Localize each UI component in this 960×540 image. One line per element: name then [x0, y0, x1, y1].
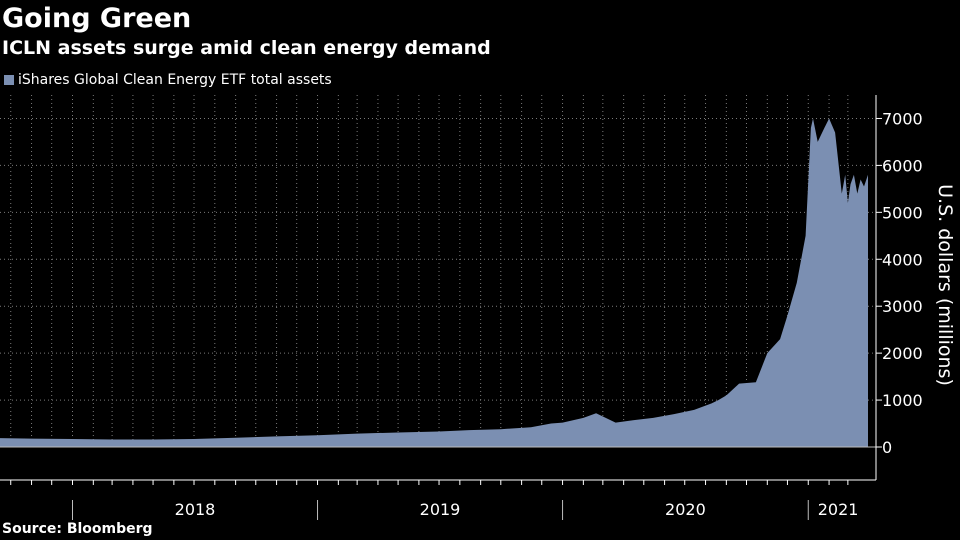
x-year-label: 2019: [420, 500, 461, 519]
y-tick-label: 2000: [882, 344, 923, 363]
y-axis-title: U.S. dollars (millions): [934, 184, 956, 386]
legend-label: iShares Global Clean Energy ETF total as…: [18, 72, 332, 88]
y-tick-label: 4000: [882, 250, 923, 269]
legend: iShares Global Clean Energy ETF total as…: [4, 72, 332, 88]
y-tick-label: 5000: [882, 203, 923, 222]
source-note: Source: Bloomberg: [2, 521, 153, 537]
chart-title: Going Green: [2, 3, 192, 34]
y-tick-label: 3000: [882, 297, 923, 316]
y-tick-label: 0: [882, 438, 892, 457]
y-tick-label: 1000: [882, 391, 923, 410]
x-year-label: 2021: [818, 500, 859, 519]
y-tick-label: 7000: [882, 109, 923, 128]
x-year-label: 2018: [175, 500, 216, 519]
series-area-icln-assets: [0, 118, 868, 447]
legend-swatch: [4, 75, 14, 85]
x-year-label: 2020: [665, 500, 706, 519]
y-tick-label: 6000: [882, 156, 923, 175]
chart-subtitle: ICLN assets surge amid clean energy dema…: [2, 37, 491, 59]
